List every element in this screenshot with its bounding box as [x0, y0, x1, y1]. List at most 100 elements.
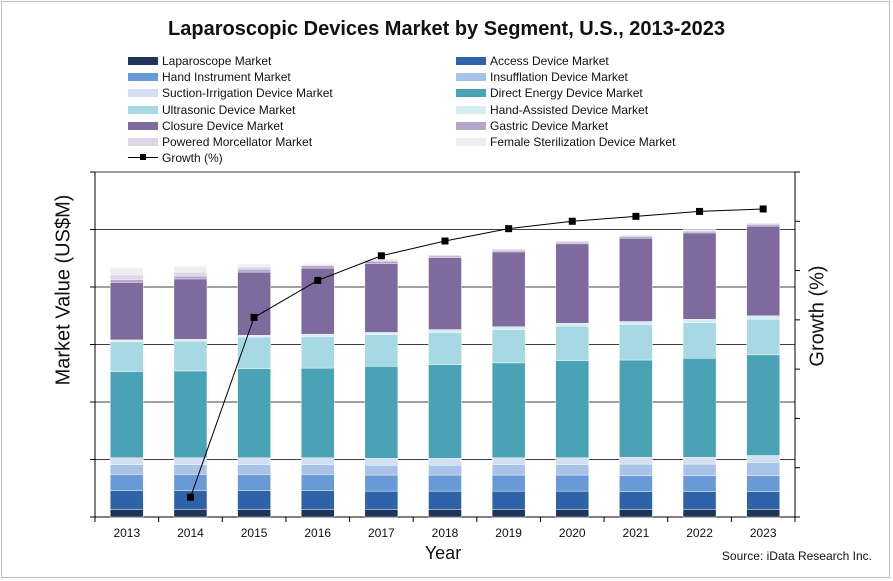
bar-segment: [428, 509, 462, 518]
bar-segment: [301, 333, 335, 337]
bar-segment: [682, 509, 717, 518]
bar-segment: [237, 474, 271, 491]
bar-segment: [428, 465, 462, 476]
growth-marker: [632, 212, 640, 220]
bar-segment: [428, 254, 462, 256]
bar-segment: [364, 332, 399, 335]
legend-swatch: [128, 73, 158, 82]
bar-segment: [555, 241, 589, 245]
growth-marker: [759, 205, 767, 213]
bar-segment: [682, 322, 717, 359]
bar-segment: [619, 463, 653, 476]
bar-segment: [173, 509, 208, 518]
x-tick-label: 2019: [495, 526, 522, 540]
bar-segment: [237, 271, 271, 336]
bar-segment: [682, 229, 717, 231]
bar-segment: [619, 324, 653, 361]
bar-segment: [364, 474, 399, 492]
legend-swatch: [128, 89, 158, 98]
bar-segment: [491, 464, 526, 476]
bar-segment: [364, 334, 399, 367]
bar-segment: [110, 339, 144, 342]
growth-marker: [186, 493, 194, 501]
growth-marker: [696, 207, 704, 215]
bar-segment: [555, 325, 589, 361]
x-tick-label: 2018: [432, 526, 459, 540]
bar-segment: [173, 278, 208, 340]
x-tick-label: 2016: [304, 526, 331, 540]
legend-swatch: [128, 138, 158, 146]
legend-swatch: [456, 138, 486, 146]
y-axis-label: Market Value (US$M): [52, 194, 75, 386]
bar-segment: [746, 315, 780, 320]
bar-segment: [746, 475, 780, 492]
bar-segment: [491, 509, 526, 518]
bar-segment: [746, 224, 780, 227]
bar-segment: [491, 326, 526, 330]
bar-segment: [682, 231, 717, 234]
bar-segment: [555, 360, 589, 458]
bar-segment: [491, 251, 526, 327]
bar-segment: [746, 462, 780, 476]
bar-segment: [237, 268, 271, 273]
bar-segment: [682, 358, 717, 458]
bar-segment: [619, 475, 653, 492]
bar-segment: [364, 490, 399, 510]
bar-segment: [682, 463, 717, 476]
bar-segment: [428, 332, 462, 365]
legend-swatch: [128, 121, 158, 130]
bar-segment: [237, 509, 271, 518]
bar-segment: [364, 263, 399, 333]
bar-segment: [110, 274, 144, 280]
legend-label: Direct Energy Device Market: [490, 86, 643, 101]
bar-segment: [301, 490, 335, 510]
bar-segment: [110, 474, 144, 491]
legend-label: Hand-Assisted Device Market: [490, 102, 649, 117]
bar-segment: [555, 457, 589, 465]
bar-segment: [173, 464, 208, 475]
chart-title: Laparoscopic Devices Market by Segment, …: [168, 18, 725, 40]
legend-label: Powered Morcellator Market: [162, 135, 313, 149]
bar-segment: [491, 249, 526, 253]
x-tick-label: 2014: [177, 526, 204, 540]
source-note: Source: iData Research Inc.: [721, 549, 872, 563]
bar-segment: [555, 474, 589, 492]
bar-segment: [301, 464, 335, 475]
legend-swatch: [456, 121, 486, 130]
legend-label: Gastric Device Market: [490, 118, 609, 133]
bar-segment: [110, 464, 144, 475]
bar-segment: [110, 457, 144, 465]
bar-segment: [110, 279, 144, 283]
legend-label: Insufflation Device Market: [490, 70, 628, 85]
bar-segment: [428, 364, 462, 459]
bar-segment: [301, 457, 335, 465]
bar-segment: [682, 491, 717, 510]
bar-segment: [619, 509, 653, 518]
bar-segment: [491, 474, 526, 492]
growth-marker: [441, 237, 449, 245]
bar-segment: [619, 237, 653, 322]
x-tick-label: 2013: [113, 526, 140, 540]
bar-segment: [237, 263, 271, 268]
legend-swatch: [128, 105, 158, 114]
bar-segment: [301, 367, 335, 458]
bar-segment: [364, 509, 399, 518]
bar-segment: [746, 455, 780, 463]
bar-segment: [491, 329, 526, 364]
bar-segment: [173, 339, 208, 342]
bar-segment: [555, 243, 589, 324]
bar-segment: [110, 341, 144, 372]
bar-segment: [619, 457, 653, 465]
x-tick-label: 2020: [559, 526, 586, 540]
x-axis-label: Year: [424, 543, 462, 563]
bar-segment: [173, 275, 208, 280]
bar-segment: [173, 474, 208, 491]
bar-segment: [428, 458, 462, 466]
bar-segment: [237, 266, 271, 270]
legend-swatch: [456, 89, 486, 98]
bar-segment: [746, 509, 780, 518]
bar-segment: [746, 354, 780, 456]
bar-segment: [110, 267, 144, 276]
growth-marker: [505, 225, 513, 233]
